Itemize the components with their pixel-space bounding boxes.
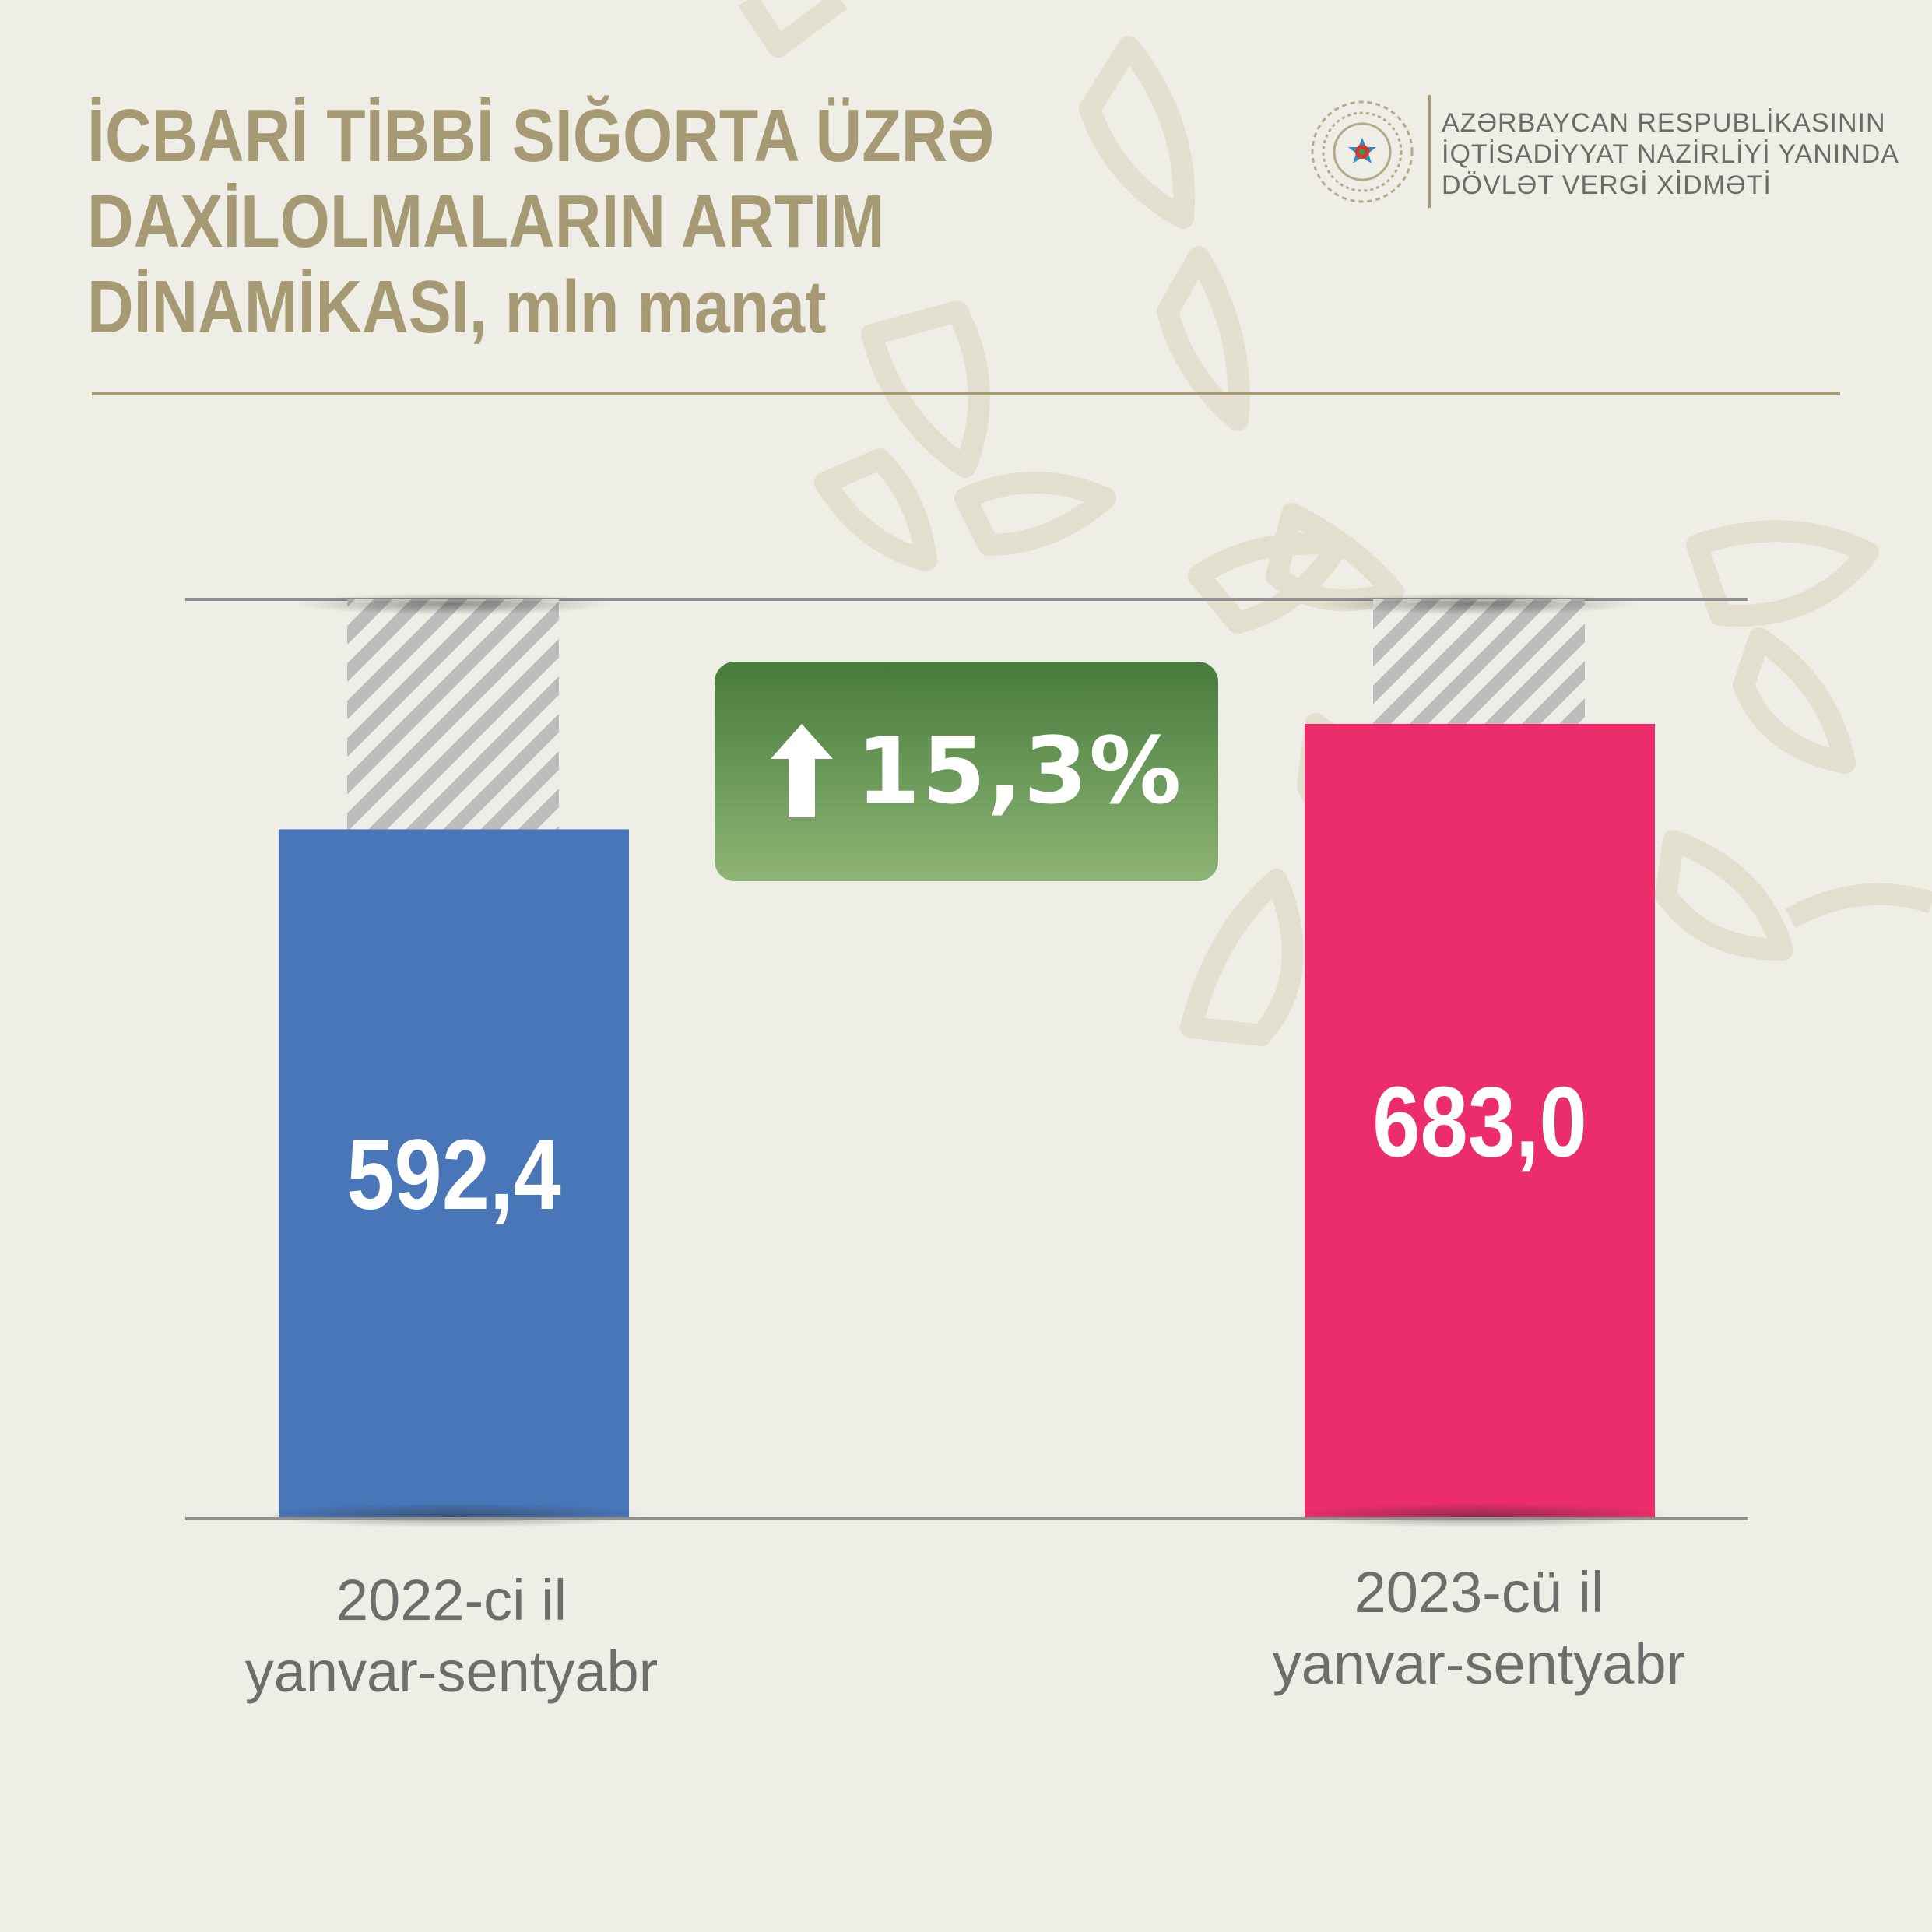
growth-percent: 15,3% (856, 717, 1183, 824)
top-shadow-2022 (294, 593, 612, 615)
category-label-2023: 2023-cü il yanvar-sentyabr (1207, 1557, 1751, 1700)
bar-2023 (1305, 723, 1655, 1519)
base-shadow-2023 (1287, 1503, 1673, 1528)
logo-divider (1428, 95, 1431, 208)
top-shadow-2023 (1320, 593, 1638, 615)
category-label-2022-line-1: 2022-ci il (335, 1568, 567, 1632)
category-label-2022: 2022-ci il yanvar-sentyabr (179, 1565, 724, 1708)
arrow-up-icon (771, 724, 833, 817)
title-line-3: DİNAMİKASI, mln manat (87, 265, 827, 349)
title-line-2: DAXİLOLMALARIN ARTIM (87, 180, 885, 263)
bar-remainder-2023 (1373, 599, 1585, 724)
organization-name: AZƏRBAYCAN RESPUBLİKASININ İQTİSADİYYAT … (1442, 107, 1899, 201)
category-label-2023-line-1: 2023-cü il (1354, 1560, 1604, 1625)
chart-title: İCBARİ TİBBİ SIĞORTA ÜZRƏ DAXİLOLMALARIN… (87, 93, 995, 350)
title-line-1: İCBARİ TİBBİ SIĞORTA ÜZRƏ (87, 94, 995, 177)
category-label-2022-line-2: yanvar-sentyabr (244, 1639, 659, 1704)
base-shadow-2022 (261, 1503, 647, 1528)
organization-line-1: AZƏRBAYCAN RESPUBLİKASININ (1442, 108, 1886, 138)
organization-line-3: DÖVLƏT VERGİ XİDMƏTİ (1442, 170, 1772, 200)
bar-value-label-2022: 592,4 (346, 1119, 560, 1231)
title-divider (92, 392, 1840, 395)
category-label-2023-line-2: yanvar-sentyabr (1272, 1632, 1686, 1696)
bar-value-label-2023: 683,0 (1372, 1067, 1586, 1179)
state-emblem-icon (1311, 100, 1414, 203)
bar-2022 (279, 829, 629, 1519)
organization-line-2: İQTİSADİYYAT NAZİRLİYİ YANINDA (1442, 139, 1899, 169)
bar-remainder-2022 (347, 599, 559, 830)
